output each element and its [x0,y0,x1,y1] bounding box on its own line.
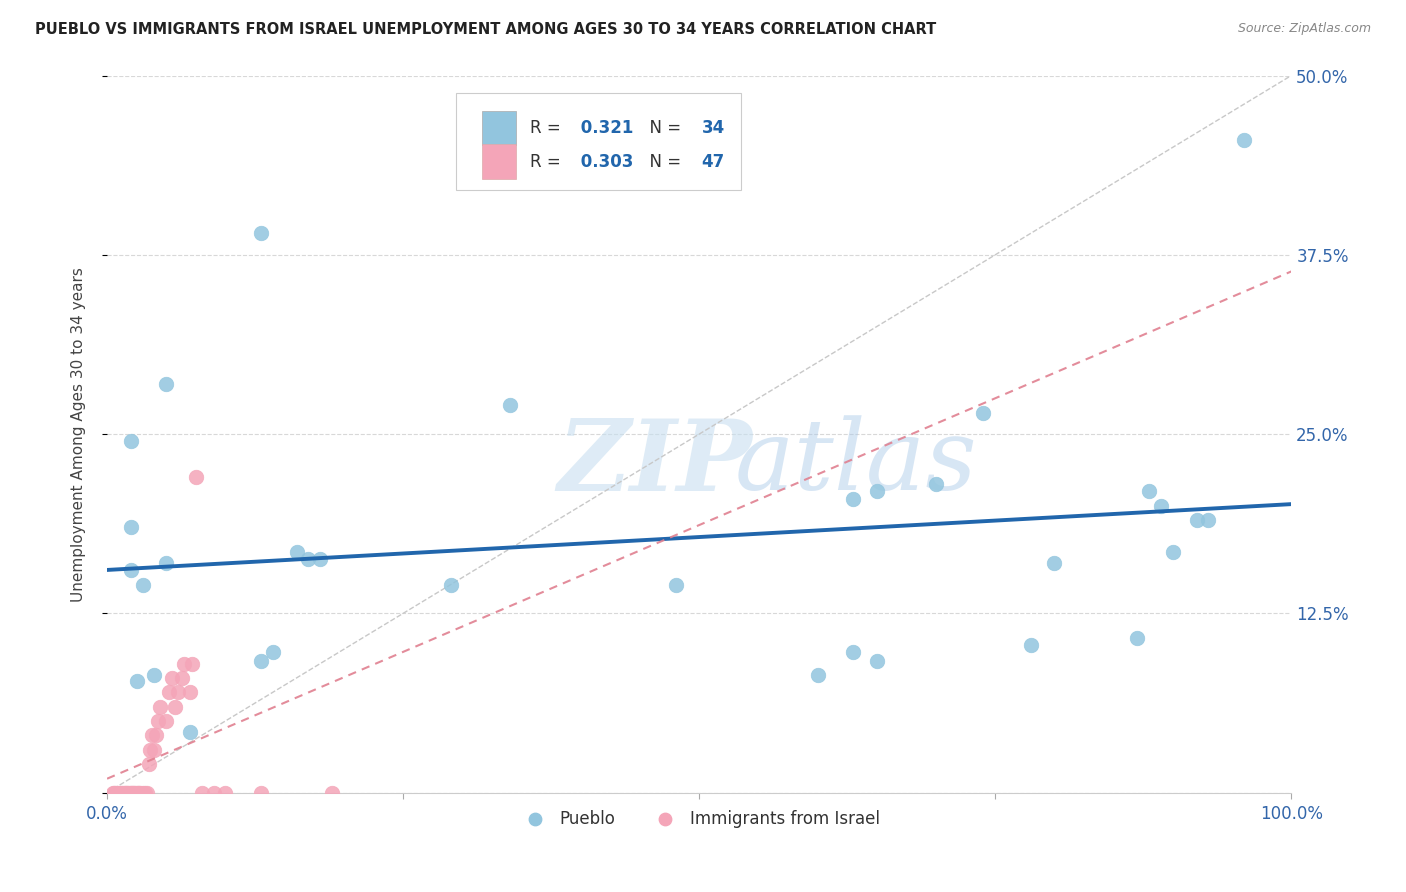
Point [1019,638,1042,652]
Point [173,657,195,671]
Text: 0.321: 0.321 [575,119,633,136]
Point [842,491,865,506]
Point [114,786,136,800]
Point [128,786,150,800]
Point [807,668,830,682]
Point [125,786,148,800]
Point [866,654,889,668]
Text: atlas: atlas [735,415,977,510]
Bar [482,145,516,178]
Point [157,685,180,699]
Point [118,786,141,800]
Point [129,786,152,800]
Point [866,484,889,499]
Point [972,406,994,420]
Point [120,786,142,800]
Y-axis label: Unemployment Among Ages 30 to 34 years: Unemployment Among Ages 30 to 34 years [72,267,86,601]
Point [117,786,139,800]
Point [125,673,148,688]
Point [112,786,135,800]
Point [1197,513,1219,527]
Point [181,657,204,671]
Point [191,786,214,800]
Point [124,786,146,800]
Point [1233,133,1256,147]
Point [1126,631,1149,645]
Point [104,786,127,800]
Point [134,786,156,800]
Point [120,434,142,449]
Point [127,786,149,800]
Point [309,552,332,566]
Point [1043,556,1066,570]
Point [115,786,138,800]
Point [285,544,308,558]
Text: ZIP: ZIP [557,415,752,511]
Point [1161,544,1184,558]
Point [145,728,167,742]
Text: 47: 47 [702,153,725,170]
Point [202,786,225,800]
Point [120,520,142,534]
Point [250,227,273,241]
Point [108,786,131,800]
Point [103,786,125,800]
Point [925,477,948,491]
Text: R =: R = [530,119,565,136]
Point [146,714,169,728]
Point [262,645,284,659]
Point [136,786,159,800]
Point [842,645,865,659]
Point [138,742,160,756]
Point [110,786,132,800]
Point [124,786,146,800]
Point [138,756,160,771]
Point [184,470,207,484]
Point [321,786,343,800]
Point [163,699,186,714]
Point [250,654,273,668]
Text: N =: N = [638,119,686,136]
Point [131,577,153,591]
Text: PUEBLO VS IMMIGRANTS FROM ISRAEL UNEMPLOYMENT AMONG AGES 30 TO 34 YEARS CORRELAT: PUEBLO VS IMMIGRANTS FROM ISRAEL UNEMPLO… [35,22,936,37]
Point [121,786,143,800]
Point [120,563,142,577]
Point [115,786,138,800]
Point [149,699,172,714]
Text: 0.303: 0.303 [575,153,633,170]
Point [1150,499,1173,513]
Point [155,376,177,391]
Point [664,577,686,591]
Point [170,671,193,685]
Point [105,786,128,800]
Point [250,786,273,800]
Point [1185,513,1208,527]
Point [179,725,201,739]
Text: R =: R = [530,153,565,170]
Point [179,685,201,699]
Point [167,685,190,699]
Point [1137,484,1160,499]
Point [155,714,177,728]
Point [155,556,177,570]
Point [499,398,522,412]
Text: 34: 34 [702,119,725,136]
Point [122,786,145,800]
Text: Source: ZipAtlas.com: Source: ZipAtlas.com [1237,22,1371,36]
Bar [482,111,516,145]
Point [214,786,236,800]
Point [439,577,461,591]
Point [297,552,319,566]
Point [131,786,153,800]
FancyBboxPatch shape [457,94,741,190]
Point [160,671,183,685]
Point [143,742,166,756]
Point [111,786,134,800]
Point [101,786,124,800]
Point [141,728,163,742]
Point [143,668,166,682]
Legend: Pueblo, Immigrants from Israel: Pueblo, Immigrants from Israel [512,803,887,835]
Text: N =: N = [638,153,686,170]
